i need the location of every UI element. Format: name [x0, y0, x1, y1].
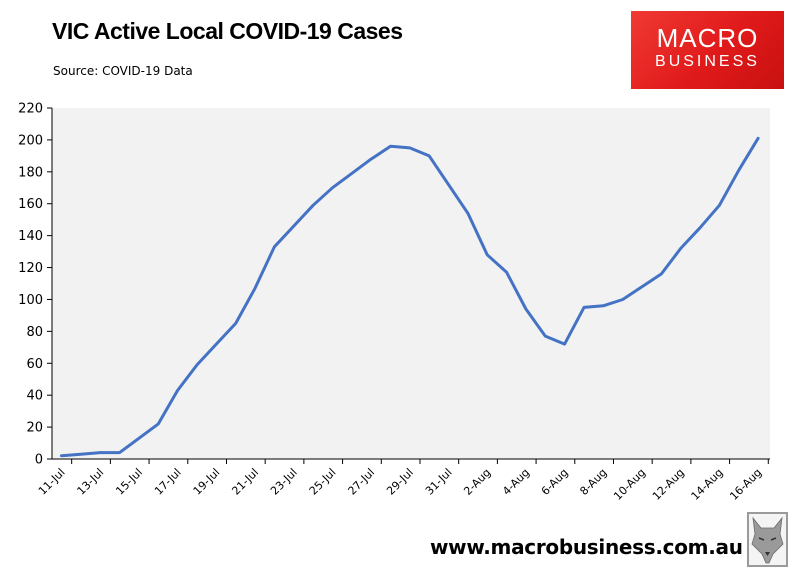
series-line	[60, 136, 760, 458]
y-tick-label: 0	[35, 453, 43, 468]
y-tick-label: 40	[26, 389, 43, 404]
x-tick-label: 25-Jul	[307, 466, 339, 498]
x-tick-label: 29-Jul	[384, 466, 416, 498]
x-tick-label: 12-Aug	[650, 466, 687, 503]
x-tick-label: 19-Jul	[191, 466, 223, 498]
x-tick-label: 4-Aug	[500, 466, 532, 498]
y-axis: 0 20 40 60 80 100 120 140 160 180 200 220	[18, 102, 53, 468]
x-tick-label: 21-Jul	[229, 466, 261, 498]
wolf-icon	[747, 512, 788, 567]
x-tick-label: 10-Aug	[611, 466, 648, 503]
x-tick-label: 27-Jul	[346, 466, 378, 498]
x-tick-label: 17-Jul	[152, 466, 184, 498]
website-url: www.macrobusiness.com.au	[430, 535, 743, 559]
y-tick-label: 220	[18, 102, 43, 117]
logo-line-1: MACRO	[656, 23, 759, 53]
x-tick-label: 6-Aug	[539, 466, 571, 498]
x-tick-label: 8-Aug	[577, 466, 609, 498]
x-tick-label: 11-Jul	[36, 466, 68, 498]
y-tick-label: 180	[18, 165, 43, 180]
y-tick-label: 120	[18, 261, 43, 276]
y-tick-label: 100	[18, 293, 43, 308]
y-tick-label: 140	[18, 229, 43, 244]
x-tick-label: 16-Aug	[727, 466, 764, 503]
x-tick-label: 31-Jul	[423, 466, 455, 498]
y-tick-label: 20	[26, 421, 43, 436]
x-axis: 11-Jul 13-Jul 15-Jul 17-Jul 19-Jul 21-Jul 23-J…	[36, 458, 770, 503]
x-tick-label: 23-Jul	[268, 466, 300, 498]
y-tick-label: 60	[26, 357, 43, 372]
x-tick-label: 2-Aug	[461, 466, 493, 498]
x-tick-label: 13-Jul	[75, 466, 107, 498]
y-tick-label: 200	[18, 133, 43, 148]
y-tick-label: 80	[26, 325, 43, 340]
x-tick-label: 14-Aug	[689, 466, 726, 503]
logo-line-2: BUSINESS	[655, 53, 760, 70]
chart-source: Source: COVID-19 Data	[53, 64, 193, 78]
chart-title: VIC Active Local COVID-19 Cases	[52, 18, 403, 44]
y-tick-label: 160	[18, 197, 43, 212]
x-tick-label: 15-Jul	[113, 466, 145, 498]
macrobusiness-logo: MACRO BUSINESS	[631, 11, 784, 89]
plot-area	[52, 108, 770, 459]
